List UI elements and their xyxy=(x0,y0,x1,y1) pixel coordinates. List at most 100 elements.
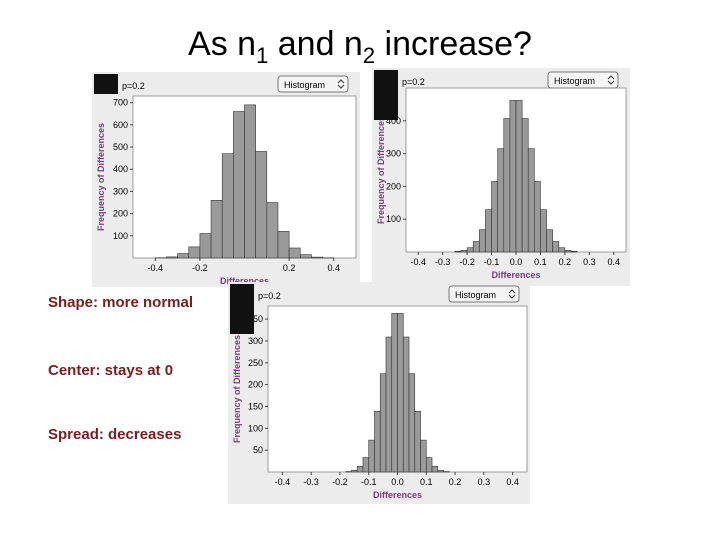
bar xyxy=(189,247,200,258)
bar xyxy=(455,251,461,252)
y-tick-label: 50 xyxy=(253,445,263,455)
bar xyxy=(516,100,522,252)
bar xyxy=(498,149,504,252)
parameter-label: p=0.2 xyxy=(122,81,145,91)
bar xyxy=(222,154,233,258)
y-tick-label: 200 xyxy=(113,209,128,219)
y-tick-label: 200 xyxy=(386,181,401,191)
bar xyxy=(392,313,398,472)
y-tick-label: 400 xyxy=(113,164,128,174)
x-tick-label: 0.1 xyxy=(420,477,433,487)
x-tick-label: 0.4 xyxy=(608,257,621,267)
bar xyxy=(398,313,404,472)
y-tick-label: 150 xyxy=(248,401,263,411)
title-text: and n xyxy=(268,25,363,63)
bar xyxy=(492,181,498,252)
bar xyxy=(403,337,409,472)
y-tick-label: 600 xyxy=(113,120,128,130)
x-tick-label: 0.2 xyxy=(283,263,296,273)
bar xyxy=(278,231,289,258)
note: Center: stays at 0 xyxy=(48,362,173,379)
bar xyxy=(357,466,363,472)
bar xyxy=(256,151,267,258)
bar xyxy=(547,230,553,252)
x-tick-label: -0.3 xyxy=(435,257,451,267)
x-tick-label: -0.4 xyxy=(410,257,426,267)
bar xyxy=(467,248,473,252)
x-tick-label: 0.2 xyxy=(559,257,572,267)
bar xyxy=(485,210,491,252)
bar xyxy=(504,119,510,252)
y-tick-label: 300 xyxy=(386,149,401,159)
y-tick-label: 300 xyxy=(113,186,128,196)
bar xyxy=(245,105,256,258)
y-axis-label: Frequency of Differences xyxy=(232,335,242,443)
x-axis-label: Differences xyxy=(491,270,540,280)
title-text: As n xyxy=(188,25,256,63)
y-tick-label: 250 xyxy=(248,358,263,368)
bar xyxy=(565,250,571,252)
bar xyxy=(267,203,278,258)
bar xyxy=(473,242,479,252)
bar xyxy=(421,440,427,472)
bar xyxy=(386,337,392,472)
x-tick-label: 0.2 xyxy=(449,477,462,487)
parameter-label: p=0.2 xyxy=(258,291,281,301)
bar xyxy=(380,374,386,472)
parameter-label: p=0.2 xyxy=(402,77,425,87)
y-tick-label: 500 xyxy=(113,142,128,152)
bar xyxy=(374,411,380,472)
y-tick-label: 100 xyxy=(386,214,401,224)
title-text: increase? xyxy=(375,25,532,63)
x-tick-label: -0.1 xyxy=(484,257,500,267)
x-tick-label: 0.1 xyxy=(534,257,547,267)
bar xyxy=(553,242,559,252)
x-axis-label: Differences xyxy=(373,490,422,500)
x-tick-label: 0.4 xyxy=(506,477,519,487)
x-tick-label: -0.4 xyxy=(275,477,291,487)
bar xyxy=(409,374,415,472)
bar xyxy=(351,470,357,472)
title-subscript: 2 xyxy=(363,43,375,68)
note: Shape: more normal xyxy=(48,294,193,311)
y-axis-label: Frequency of Differences xyxy=(96,123,106,231)
title-subscript: 1 xyxy=(256,43,268,68)
x-tick-label: 0.3 xyxy=(583,257,596,267)
bar xyxy=(300,255,311,258)
x-tick-label: 0.0 xyxy=(510,257,523,267)
bar xyxy=(363,458,369,472)
dropdown-label: Histogram xyxy=(554,76,595,86)
bar xyxy=(415,411,421,472)
x-tick-label: 0.3 xyxy=(478,477,491,487)
redaction xyxy=(230,284,254,334)
x-tick-label: 0.0 xyxy=(391,477,404,487)
bar xyxy=(432,466,438,472)
bar xyxy=(540,210,546,252)
bar xyxy=(571,251,577,252)
x-tick-label: 0.4 xyxy=(327,263,340,273)
x-tick-label: -0.1 xyxy=(361,477,377,487)
redaction xyxy=(94,74,118,94)
y-tick-label: 100 xyxy=(113,231,128,241)
y-tick-label: 300 xyxy=(248,336,263,346)
x-tick-label: -0.4 xyxy=(148,263,164,273)
y-tick-label: 200 xyxy=(248,380,263,390)
bar xyxy=(233,112,244,258)
bar xyxy=(461,250,467,252)
bar xyxy=(311,257,322,258)
x-tick-label: -0.2 xyxy=(459,257,475,267)
bar xyxy=(522,119,528,252)
bar xyxy=(528,149,534,252)
x-tick-label: -0.3 xyxy=(303,477,319,487)
x-tick-label: -0.2 xyxy=(332,477,348,487)
bar xyxy=(211,200,222,258)
note: Spread: decreases xyxy=(48,426,181,443)
x-tick-label: -0.2 xyxy=(192,263,208,273)
bar xyxy=(166,257,177,258)
redaction xyxy=(374,70,398,120)
dropdown-label: Histogram xyxy=(455,290,496,300)
bar xyxy=(289,248,300,258)
